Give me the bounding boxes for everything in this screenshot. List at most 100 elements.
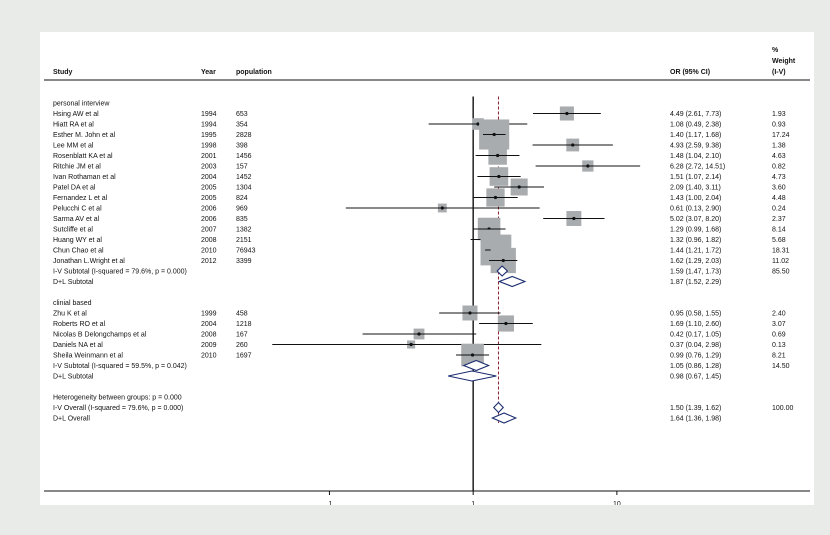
header-or-ci: OR (95% CI): [670, 69, 710, 76]
subtotal-or-ci: 1.05 (0.86, 1.28): [670, 363, 721, 370]
study-or-ci: 0.37 (0.04, 2.98): [670, 342, 721, 349]
point-estimate: [496, 153, 500, 158]
study-population: 2828: [236, 132, 252, 139]
study-year: 2009: [201, 342, 217, 349]
study-name: Hsing AW et al: [53, 111, 99, 118]
study-or-ci: 1.69 (1.10, 2.60): [670, 321, 721, 328]
study-or-ci: 1.48 (1.04, 2.10): [670, 153, 721, 160]
study-name: Chun Chao et al: [53, 248, 104, 255]
study-or-ci: 0.99 (0.76, 1.29): [670, 353, 721, 360]
study-or-ci: 0.61 (0.13, 2.90): [670, 206, 721, 213]
study-or-ci: 1.32 (0.96, 1.82): [670, 237, 721, 244]
study-year: 2010: [201, 248, 217, 255]
study-year: 2007: [201, 227, 217, 234]
overall-or-ci: 1.64 (1.36, 1.98): [670, 416, 721, 423]
point-estimate: [409, 342, 413, 347]
forest-marks: [272, 106, 641, 424]
study-population: 354: [236, 122, 248, 129]
study-or-ci: 6.28 (2.72, 14.51): [670, 164, 725, 171]
study-or-ci: 0.42 (0.17, 1.05): [670, 332, 721, 339]
x-tick-label: .1: [327, 501, 333, 505]
study-or-ci: 0.95 (0.58, 1.55): [670, 311, 721, 318]
point-estimate: [493, 195, 498, 200]
point-estimate: [501, 258, 505, 263]
study-population: 398: [236, 143, 248, 150]
study-weight: 0.93: [772, 122, 786, 129]
header-population: population: [236, 69, 272, 76]
study-population: 1456: [236, 153, 252, 160]
subtotal-diamond: [448, 370, 497, 382]
study-population: 3399: [236, 258, 252, 265]
study-year: 2001: [201, 153, 217, 160]
study-weight: 0.24: [772, 206, 786, 213]
study-year: 1998: [201, 143, 217, 150]
point-estimate: [468, 311, 472, 315]
overall-diamond: [490, 412, 518, 424]
subtotal-or-ci: 1.87 (1.52, 2.29): [670, 279, 721, 286]
study-weight: 3.07: [772, 321, 786, 328]
point-estimate: [586, 164, 590, 168]
point-estimate: [565, 111, 569, 116]
study-year: 1994: [201, 111, 217, 118]
point-estimate: [571, 143, 575, 147]
study-year: 2010: [201, 353, 217, 360]
x-tick-label: 1: [471, 501, 475, 505]
subtotal-weight: 14.50: [772, 363, 790, 370]
point-estimate: [492, 132, 496, 137]
study-population: 2151: [236, 237, 252, 244]
study-weight: 0.13: [772, 342, 786, 349]
heterogeneity-text: Heterogeneity between groups: p = 0.000: [53, 395, 182, 402]
subtotal-diamond: [497, 275, 527, 288]
study-name: Zhu K et al: [53, 311, 87, 318]
study-population: 1697: [236, 353, 252, 360]
study-name: Sheila Weinmann et al: [53, 353, 123, 360]
subtotal-weight: 85.50: [772, 269, 790, 276]
study-weight: 3.60: [772, 185, 786, 192]
study-or-ci: 1.44 (1.21, 1.72): [670, 248, 721, 255]
group-label: personal interview: [53, 101, 110, 108]
study-population: 1218: [236, 321, 252, 328]
study-weight: 18.31: [772, 248, 790, 255]
study-population: 1304: [236, 185, 252, 192]
subtotal-label: D+L Subtotal: [53, 374, 94, 381]
study-year: 2004: [201, 174, 217, 181]
study-or-ci: 1.08 (0.49, 2.38): [670, 122, 721, 129]
study-year: 2004: [201, 321, 217, 328]
subtotal-diamond: [496, 265, 509, 277]
study-or-ci: 1.51 (1.07, 2.14): [670, 174, 721, 181]
study-name: Ritchie JM et al: [53, 164, 101, 171]
study-name: Jonathan L.Wright et al: [53, 258, 125, 265]
study-or-ci: 1.62 (1.29, 2.03): [670, 258, 721, 265]
study-year: 1994: [201, 122, 217, 129]
study-year: 1999: [201, 311, 217, 318]
study-or-ci: 5.02 (3.07, 8.20): [670, 216, 721, 223]
forest-plot: Study Year population OR (95% CI)% Weight (I-…: [44, 47, 810, 505]
study-weight: 11.02: [772, 258, 789, 265]
study-weight: 4.73: [772, 174, 786, 181]
study-year: 2003: [201, 164, 217, 171]
study-or-ci: 2.09 (1.40, 3.11): [670, 185, 721, 192]
subtotal-or-ci: 1.59 (1.47, 1.73): [670, 269, 721, 276]
study-weight: 1.93: [772, 111, 786, 118]
study-population: 76943: [236, 248, 256, 255]
point-estimate: [470, 353, 475, 357]
study-year: 2005: [201, 185, 217, 192]
x-tick-label: 10: [613, 501, 621, 505]
study-name: Hiatt RA et al: [53, 122, 94, 129]
study-population: 969: [236, 206, 248, 213]
study-year: 1995: [201, 132, 217, 139]
study-population: 1382: [236, 227, 252, 234]
study-name: Lee MM et al: [53, 143, 94, 150]
study-weight: 17.24: [772, 132, 790, 139]
overall-weight: 100.00: [772, 405, 794, 412]
study-name: Esther M. John et al: [53, 132, 116, 139]
study-weight: 0.82: [772, 164, 786, 171]
study-year: 2012: [201, 258, 217, 265]
reference-lines: [44, 79, 810, 495]
study-year: 2006: [201, 206, 217, 213]
study-name: Fernandez L et al: [53, 195, 108, 202]
study-weight: 8.21: [772, 353, 786, 360]
study-or-ci: 1.43 (1.00, 2.04): [670, 195, 721, 202]
study-name: Sutcliffe et al: [53, 227, 93, 234]
study-population: 167: [236, 332, 248, 339]
